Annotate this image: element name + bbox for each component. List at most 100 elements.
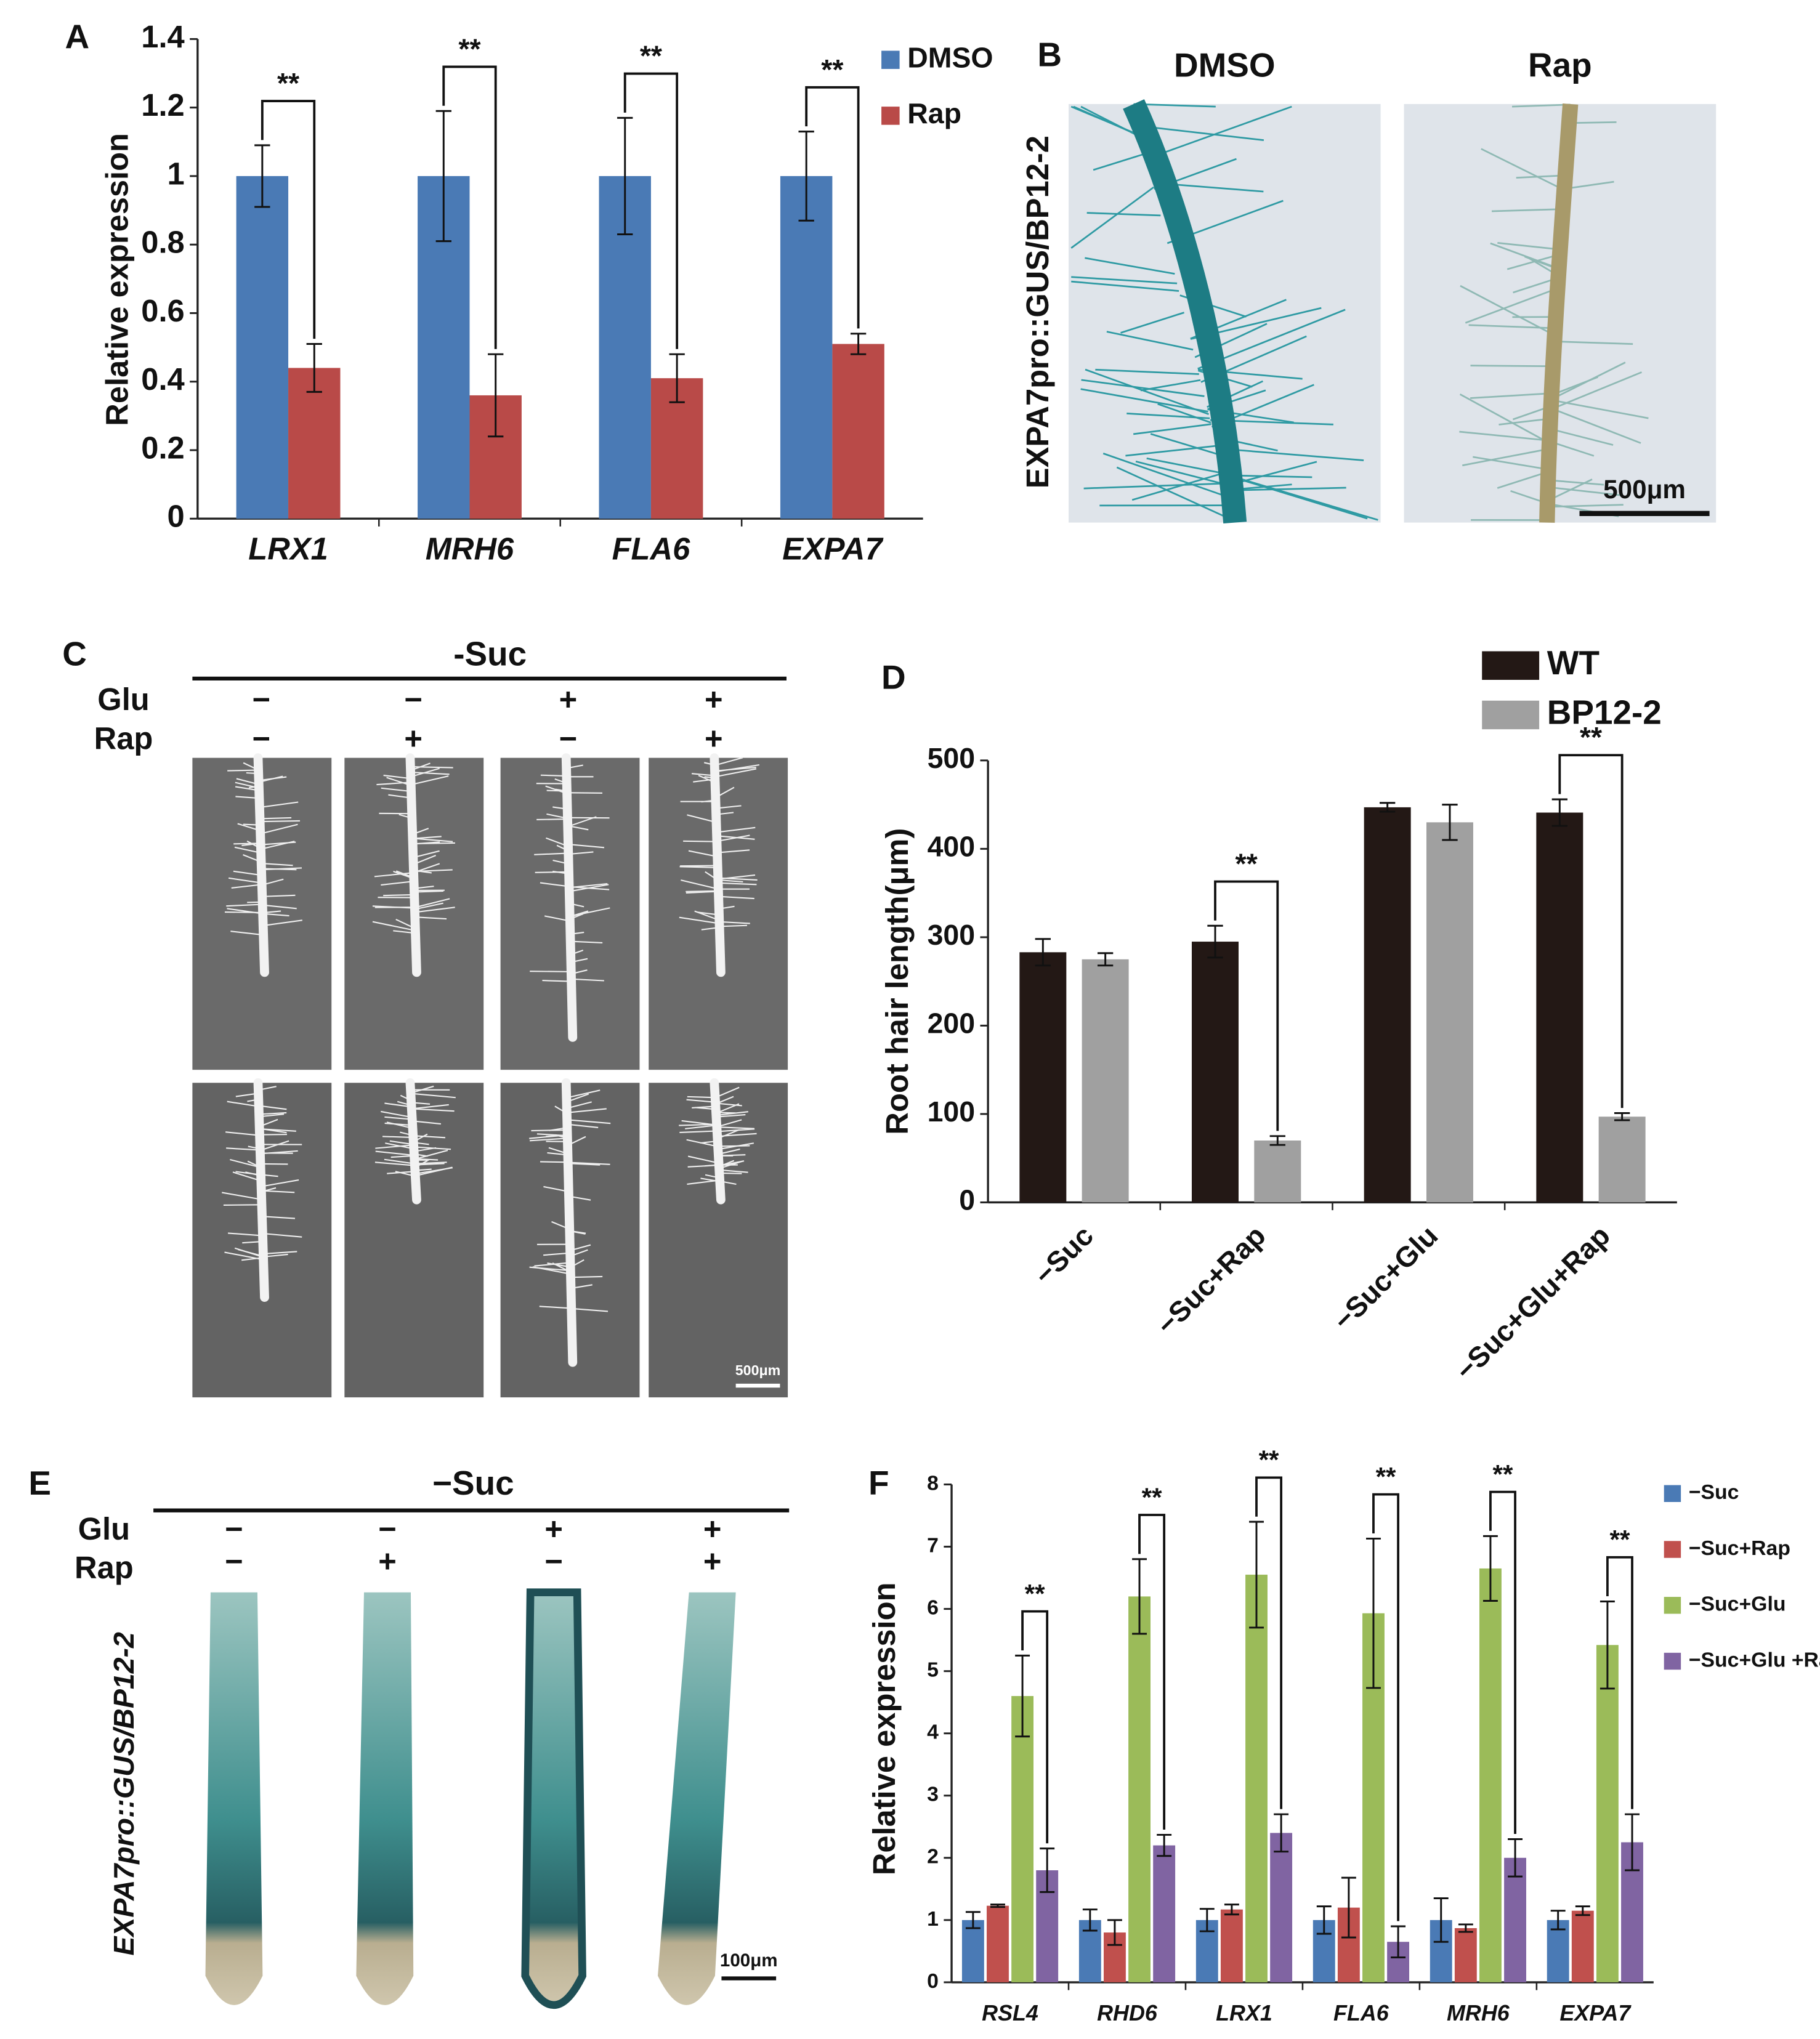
root-hair bbox=[262, 894, 296, 897]
significance-label: ** bbox=[1610, 1525, 1630, 1554]
condition-sign: − bbox=[225, 1511, 243, 1546]
root-hair bbox=[530, 971, 570, 972]
root-hair bbox=[687, 1155, 719, 1164]
root-hair bbox=[414, 1104, 449, 1110]
error-bar bbox=[1224, 1904, 1239, 1916]
error-bar bbox=[1015, 1654, 1030, 1738]
condition-sign: + bbox=[703, 1544, 722, 1579]
bar bbox=[1454, 1928, 1477, 1982]
root-hair bbox=[1133, 423, 1211, 435]
root-hair bbox=[539, 1306, 570, 1309]
significance-bracket bbox=[1606, 1556, 1633, 1809]
error-bar bbox=[798, 131, 814, 222]
root-hair bbox=[679, 1123, 719, 1126]
root-hair bbox=[679, 866, 719, 868]
root-hair bbox=[1140, 379, 1201, 392]
significance-bracket bbox=[442, 65, 497, 349]
bar bbox=[780, 176, 833, 519]
root-hair bbox=[222, 1192, 262, 1200]
bar bbox=[1504, 1857, 1526, 1982]
root-hair bbox=[570, 1108, 607, 1113]
error-bar bbox=[965, 1911, 981, 1929]
root-hair bbox=[1481, 148, 1566, 192]
root-hair bbox=[534, 1262, 570, 1267]
condition-sign: + bbox=[378, 1544, 397, 1579]
root-hair bbox=[224, 911, 262, 913]
error-bar bbox=[1458, 1923, 1473, 1933]
root-hair bbox=[414, 890, 443, 893]
root-hair bbox=[1227, 487, 1346, 491]
root-hair bbox=[1080, 388, 1208, 413]
root-hair bbox=[570, 1124, 599, 1129]
error-bar bbox=[669, 353, 685, 403]
root-hair bbox=[1116, 466, 1236, 522]
root-hair bbox=[414, 836, 442, 839]
root-hair bbox=[230, 931, 262, 935]
root-hair bbox=[262, 1105, 287, 1110]
bar bbox=[1596, 1645, 1619, 1982]
error-bar bbox=[1614, 1112, 1630, 1121]
root-hair bbox=[1553, 361, 1626, 399]
condition-sign: − bbox=[252, 721, 270, 756]
row-label: EXPA7pro::GUS/BP12-2 bbox=[108, 1632, 140, 1956]
root-hair bbox=[374, 872, 415, 878]
y-tick-label: 0 bbox=[927, 1969, 939, 1993]
x-tick-label: LRX1 bbox=[1216, 2001, 1272, 2025]
root-hair bbox=[718, 768, 757, 777]
root-hair bbox=[570, 1093, 589, 1102]
root bbox=[405, 753, 421, 977]
root-hair bbox=[413, 1149, 448, 1160]
root-hair bbox=[570, 907, 610, 917]
bar bbox=[1571, 1910, 1594, 1982]
root-hair bbox=[414, 1102, 431, 1105]
root bbox=[356, 1592, 414, 2005]
column-label: Rap bbox=[1528, 46, 1592, 84]
root bbox=[658, 1592, 736, 2005]
error-bar bbox=[1269, 1135, 1285, 1146]
significance-bracket bbox=[261, 100, 316, 339]
significance-bracket bbox=[1558, 754, 1624, 1108]
root-hair bbox=[718, 766, 756, 772]
x-tick-label: −Suc+Rap bbox=[1150, 1219, 1271, 1341]
root-hair bbox=[261, 1140, 289, 1151]
error-bar bbox=[1157, 1833, 1172, 1857]
root-hair bbox=[262, 1150, 298, 1155]
y-tick-label: 4 bbox=[927, 1721, 939, 1744]
root-hair bbox=[1081, 379, 1205, 397]
condition-label: Rap bbox=[75, 1550, 134, 1585]
root-hair bbox=[718, 895, 754, 900]
root-hair bbox=[1569, 121, 1617, 124]
root-hair bbox=[1086, 212, 1161, 217]
y-tick-label: 500 bbox=[928, 742, 975, 774]
condition-sign: − bbox=[225, 1544, 243, 1579]
root-hair bbox=[414, 1161, 447, 1165]
legend-label: BP12-2 bbox=[1547, 693, 1662, 731]
root-hair bbox=[414, 1135, 446, 1139]
root-hair bbox=[1157, 403, 1211, 424]
root-hair bbox=[1095, 368, 1199, 375]
panel-label: E bbox=[28, 1464, 51, 1502]
root-hair bbox=[1133, 103, 1216, 108]
legend-label: DMSO bbox=[907, 41, 993, 73]
root-hair bbox=[262, 1251, 297, 1255]
root-hair bbox=[1070, 186, 1155, 249]
significance-label: ** bbox=[1259, 1445, 1279, 1474]
root-hair bbox=[262, 801, 299, 808]
root-hair bbox=[262, 1128, 296, 1132]
panel-label: A bbox=[65, 17, 90, 55]
scale-bar-label: 100μm bbox=[720, 1950, 778, 1971]
y-tick-label: 1.4 bbox=[141, 19, 184, 54]
root-hair bbox=[1548, 478, 1593, 502]
error-bar bbox=[1097, 952, 1114, 967]
significance-label: ** bbox=[1236, 847, 1258, 879]
root-hair bbox=[1216, 447, 1364, 461]
root-hair bbox=[384, 1158, 415, 1165]
condition-sign: + bbox=[559, 682, 578, 717]
bar bbox=[832, 344, 884, 519]
root-hair bbox=[1071, 276, 1178, 285]
root-hair bbox=[535, 871, 570, 873]
root-hair bbox=[1459, 393, 1552, 445]
legend-label: −Suc+Rap bbox=[1689, 1536, 1790, 1560]
bar bbox=[1191, 942, 1239, 1203]
root-hair bbox=[570, 825, 589, 831]
